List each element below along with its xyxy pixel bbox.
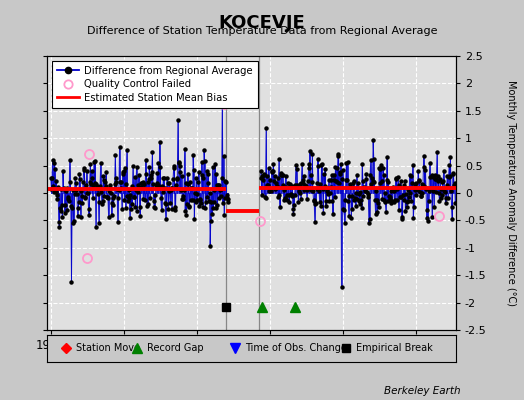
- Text: Station Move: Station Move: [76, 343, 140, 353]
- Legend: Difference from Regional Average, Quality Control Failed, Estimated Station Mean: Difference from Regional Average, Qualit…: [52, 61, 258, 108]
- Text: KOCEVJE: KOCEVJE: [219, 14, 305, 32]
- Text: Record Gap: Record Gap: [147, 343, 204, 353]
- Text: Berkeley Earth: Berkeley Earth: [385, 386, 461, 396]
- Text: Difference of Station Temperature Data from Regional Average: Difference of Station Temperature Data f…: [87, 26, 437, 36]
- Text: Time of Obs. Change: Time of Obs. Change: [245, 343, 347, 353]
- Y-axis label: Monthly Temperature Anomaly Difference (°C): Monthly Temperature Anomaly Difference (…: [506, 80, 516, 306]
- Text: Empirical Break: Empirical Break: [356, 343, 432, 353]
